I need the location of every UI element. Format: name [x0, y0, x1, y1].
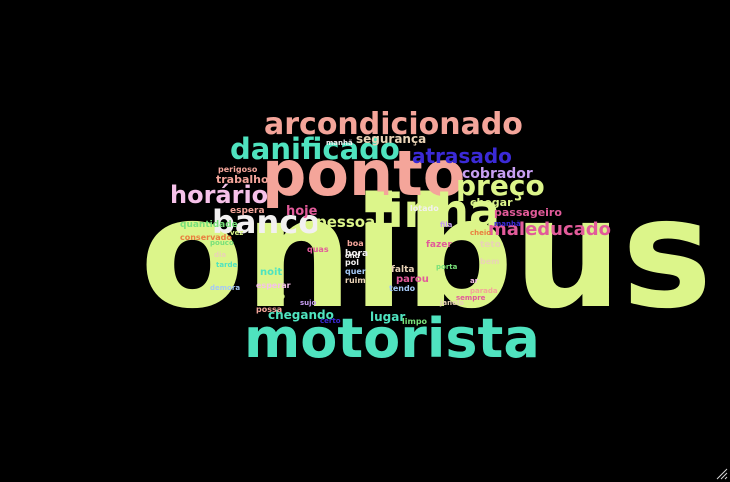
cloud-word: vez — [230, 229, 244, 237]
cloud-word: pol — [345, 258, 359, 267]
cloud-word: ponto — [262, 137, 466, 210]
cloud-word: limpo — [402, 317, 428, 326]
resize-grip-icon[interactable] — [714, 466, 728, 480]
cloud-word: tendo — [389, 284, 416, 293]
cloud-word: possa — [256, 305, 283, 314]
cloud-word: moço — [258, 292, 286, 302]
cloud-word: sempre — [456, 294, 486, 302]
cloud-word: onibus — [140, 165, 713, 342]
cloud-word: conservado — [180, 233, 232, 242]
cloud-word: esperar — [256, 281, 291, 290]
cloud-word: atrasado — [412, 144, 512, 168]
cloud-word: hora — [345, 249, 369, 259]
cloud-word: lotado — [410, 204, 439, 213]
cloud-word: pessoa — [316, 213, 376, 231]
cloud-word: janela — [440, 299, 464, 307]
cloud-word: quer — [345, 267, 366, 276]
cloud-word: pouco — [210, 239, 234, 247]
cloud-word: quas — [307, 245, 329, 254]
cloud-word: chegar — [470, 196, 513, 209]
cloud-word: certo — [320, 317, 341, 325]
cloud-word: parada — [470, 287, 498, 295]
cloud-word: tarde — [216, 261, 238, 269]
cloud-word: fila — [440, 221, 453, 229]
cloud-word: hoje — [286, 204, 318, 219]
cloud-word: manhã — [326, 139, 353, 147]
cloud-word: boa — [347, 239, 364, 248]
cloud-word: segurança — [356, 132, 427, 146]
cloud-word: ruim — [345, 276, 366, 285]
cloud-word: banco — [212, 203, 321, 241]
cloud-word: cheio — [470, 229, 492, 237]
cloud-word: espera — [230, 206, 265, 216]
cloud-word: motorista — [244, 307, 540, 370]
cloud-word: falta — [391, 265, 415, 275]
cloud-word: danificado — [230, 132, 400, 166]
cloud-word: arcondicionado — [264, 107, 523, 142]
cloud-word: parou — [396, 274, 429, 285]
cloud-word: dia — [214, 251, 227, 259]
cloud-word: porta — [436, 263, 458, 271]
cloud-word: chegando — [268, 308, 334, 322]
cloud-word: maleducado — [488, 219, 612, 240]
cloud-word: passageiro — [494, 206, 562, 219]
cloud-word: teto — [480, 240, 501, 250]
cloud-word: ar — [470, 277, 479, 285]
cloud-word: cobrador — [462, 166, 533, 182]
cloud-word: fazer — [426, 240, 452, 250]
cloud-word: sujo — [300, 299, 317, 307]
cloud-word: horário — [170, 181, 269, 209]
cloud-word: bem — [480, 257, 500, 266]
cloud-word: quantidade — [180, 220, 238, 230]
cloud-word: perigoso — [218, 165, 258, 174]
cloud-word: linha — [372, 184, 501, 238]
cloud-word: preço — [456, 169, 545, 202]
cloud-word: manhã — [494, 220, 521, 228]
cloud-word: trabalho — [216, 173, 269, 186]
cloud-word: ond — [345, 252, 360, 260]
cloud-word: demora — [210, 284, 241, 292]
cloud-word: lugar — [370, 310, 406, 324]
cloud-word: noit — [260, 267, 283, 278]
